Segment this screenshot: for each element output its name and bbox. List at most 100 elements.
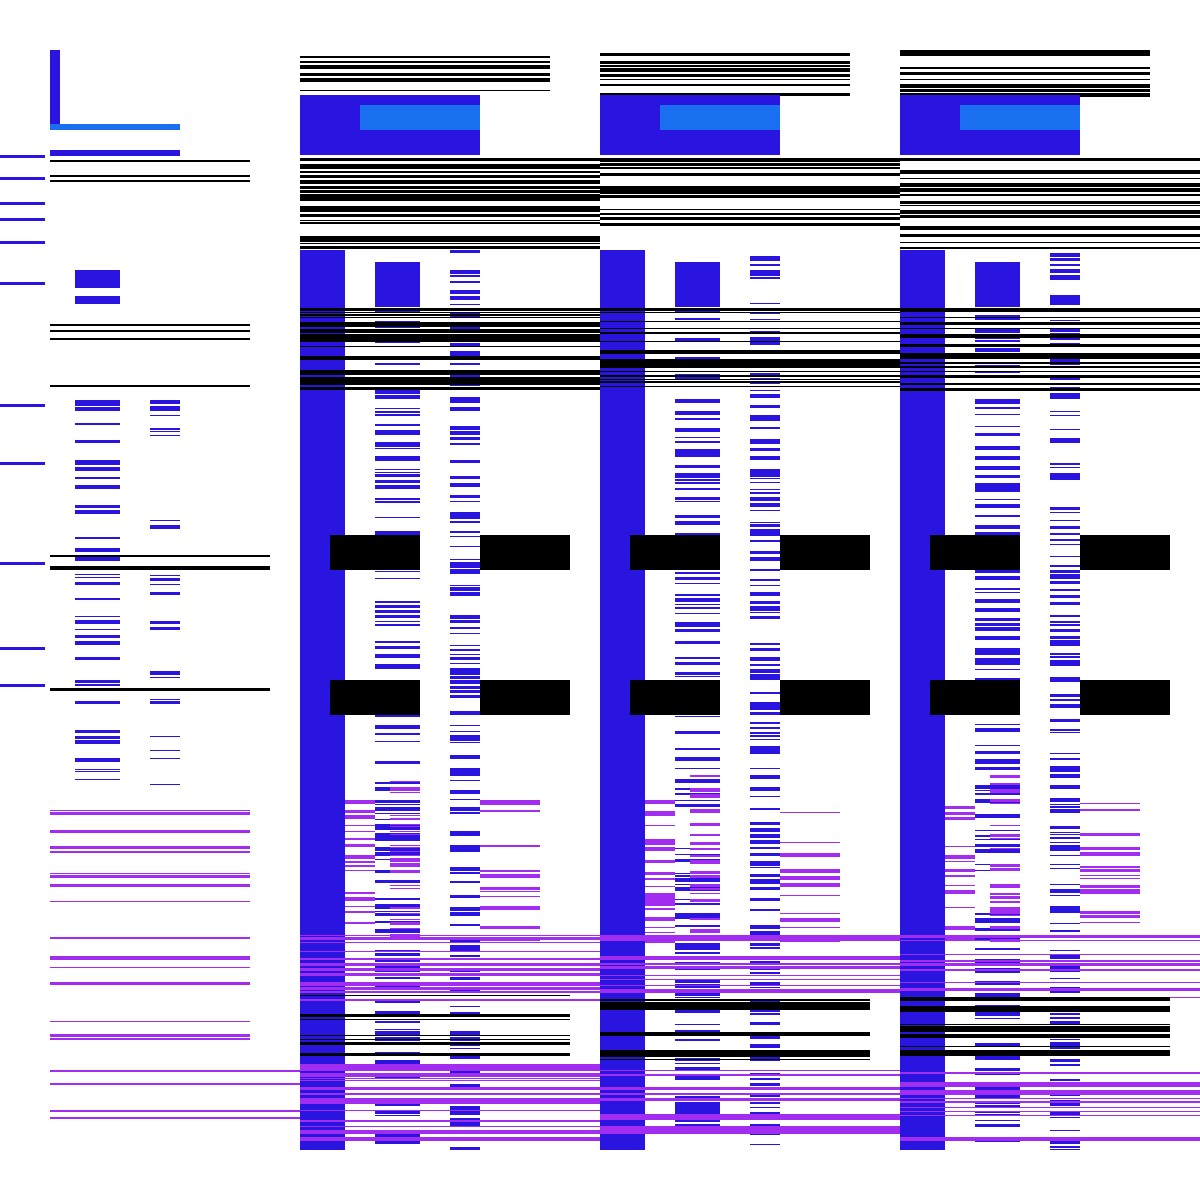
column-stripe (450, 686, 480, 689)
black-band (600, 381, 900, 383)
band-stripe (900, 160, 1200, 161)
column-stripe (750, 378, 780, 379)
column-stripe (675, 854, 720, 855)
column-stripe (975, 658, 1020, 661)
column-stripe (450, 592, 480, 596)
left-rule (50, 1083, 300, 1085)
column-stripe (975, 433, 1020, 436)
column-stripe (675, 583, 720, 584)
purple-stripe (345, 922, 375, 924)
column-stripe (450, 562, 480, 566)
header-stripe (300, 73, 550, 76)
column-stripe (675, 338, 720, 341)
left-stripe (75, 769, 120, 770)
black-band (900, 366, 1200, 368)
column-stripe (1050, 889, 1080, 893)
column-stripe (750, 982, 780, 985)
column-stripe (675, 903, 720, 905)
left-header-line (50, 124, 180, 130)
purple-band (300, 1101, 600, 1104)
purple-stripe (690, 888, 720, 890)
column-stripe (450, 895, 480, 898)
black-band (600, 362, 900, 365)
purple-band (900, 940, 1200, 941)
purple-stripe (1080, 803, 1140, 804)
column-stripe (1050, 1079, 1080, 1081)
column-stripe (1050, 660, 1080, 664)
column-stripe (375, 432, 420, 435)
column-stripe (750, 879, 780, 883)
black-band (600, 375, 900, 377)
purple-stripe (345, 844, 375, 847)
column-stripe (750, 887, 780, 890)
band-stripe (600, 167, 900, 169)
column-stripe (450, 872, 480, 874)
column-stripe (750, 616, 780, 619)
column-stripe (750, 439, 780, 443)
purple-stripe (690, 823, 720, 826)
column-stripe (1050, 507, 1080, 510)
column-stripe (975, 678, 1020, 681)
purple-stripe (690, 855, 720, 857)
column-stripe (750, 1056, 780, 1060)
left-stripe (150, 406, 180, 410)
purple-stripe (345, 911, 375, 913)
column-stripe (675, 947, 720, 950)
purple-stripe (780, 812, 840, 813)
black-block (930, 535, 1020, 570)
column-stripe (750, 853, 780, 856)
left-stripe (75, 574, 120, 575)
purple-stripe (990, 838, 1020, 839)
column-stripe (750, 702, 780, 706)
purple-stripe (645, 927, 675, 928)
purple-stripe (345, 800, 375, 804)
column-stripe (675, 607, 720, 609)
purple-band (300, 1078, 600, 1079)
column-stripe (375, 1115, 420, 1116)
column-stripe (375, 414, 420, 416)
column-stripe (975, 1018, 1020, 1019)
column-stripe (675, 411, 720, 415)
purple-band (300, 1068, 600, 1071)
column-stripe (450, 799, 480, 800)
band-stripe (300, 239, 600, 241)
purple-stripe (1080, 875, 1140, 876)
left-tick (0, 684, 45, 687)
left-stripe (150, 584, 180, 585)
column-stripe (975, 1120, 1020, 1121)
column-stripe (975, 407, 1020, 409)
purple-stripe (945, 817, 975, 820)
purple-stripe (390, 815, 420, 816)
left-stripe (75, 557, 120, 561)
black-band (900, 997, 1170, 1001)
left-tick (0, 241, 45, 244)
purple-band (300, 1110, 600, 1111)
left-rule (50, 385, 250, 387)
column-stripe (450, 1084, 480, 1086)
purple-stripe (690, 871, 720, 874)
column-stripe (375, 448, 420, 449)
column-stripe (675, 672, 720, 675)
column-stripe (975, 928, 1020, 931)
column-stripe (750, 909, 780, 911)
purple-band (600, 1074, 900, 1076)
column-stripe (1050, 732, 1080, 733)
column-stripe (375, 501, 420, 503)
left-tick (0, 462, 45, 465)
purple-stripe (645, 847, 675, 851)
column-stripe (450, 1118, 480, 1120)
column-stripe (375, 664, 420, 667)
column-stripe (750, 822, 780, 825)
left-purple (50, 982, 250, 985)
column-stripe (375, 911, 420, 912)
column-stripe (750, 482, 780, 483)
column-stripe (450, 460, 480, 462)
column-stripe (975, 759, 1020, 763)
purple-stripe (390, 919, 420, 920)
black-band (300, 382, 600, 385)
purple-band (900, 935, 1200, 938)
column-stripe (675, 748, 720, 750)
column-stripe (450, 431, 480, 435)
column-stripe (750, 394, 780, 398)
column-stripe (675, 533, 720, 535)
